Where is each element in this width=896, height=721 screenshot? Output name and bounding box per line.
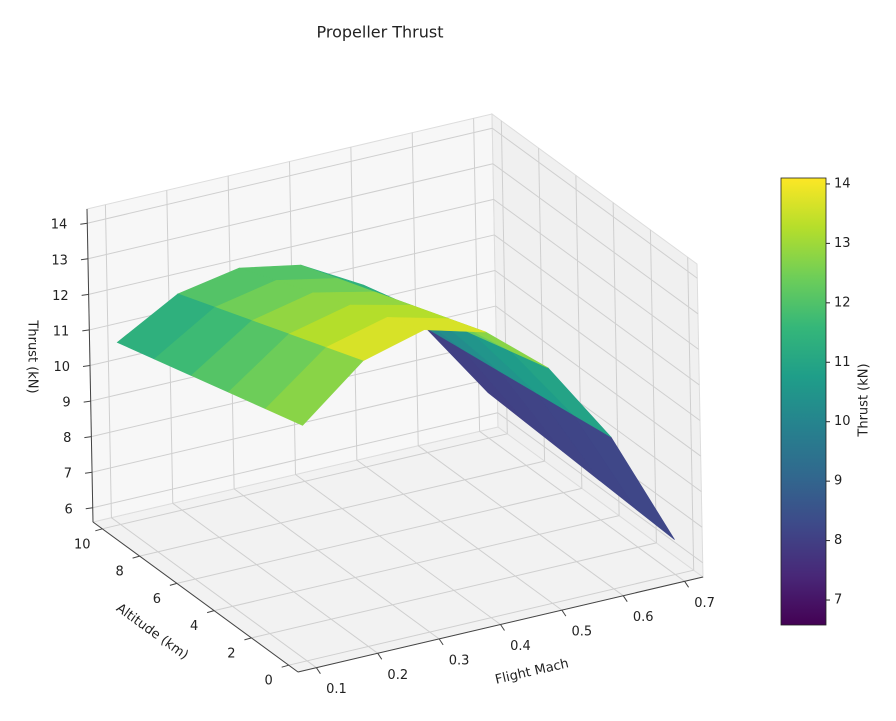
x-tick-label: 0.3	[449, 653, 470, 668]
colorbar-tick-label: 7	[834, 593, 842, 608]
y-axis-label: Altitude (km)	[113, 601, 191, 663]
z-tick-label: 11	[53, 324, 70, 339]
grid-line	[102, 433, 508, 530]
grid-line	[492, 163, 699, 315]
tick-mark	[315, 667, 321, 674]
grid-line	[176, 487, 582, 584]
tick-mark	[95, 528, 103, 532]
y-tick-label: 10	[74, 537, 91, 552]
tick-mark	[561, 609, 567, 617]
tick-mark	[169, 582, 178, 586]
grid-line	[288, 569, 694, 666]
tick-mark	[377, 653, 383, 660]
tick-mark	[281, 664, 289, 668]
colorbar-tick-label: 14	[834, 176, 851, 191]
x-axis-line	[297, 576, 704, 673]
z-axis-line	[86, 208, 94, 523]
x-tick-label: 0.4	[510, 639, 531, 654]
colorbar-tick-label: 8	[834, 533, 842, 548]
grid-line	[87, 163, 494, 260]
y-tick-label: 2	[227, 646, 235, 661]
tick-mark	[80, 222, 88, 225]
z-tick-label: 12	[52, 289, 69, 304]
grid-line	[491, 127, 698, 279]
colorbar-tick-label: 12	[834, 295, 851, 310]
z-tick-label: 13	[51, 253, 68, 268]
y-axis-line	[92, 521, 299, 673]
tick-mark	[244, 637, 252, 641]
x-tick-label: 0.2	[387, 668, 408, 683]
y-tick-label: 0	[265, 674, 273, 689]
grid-line	[479, 430, 685, 582]
grid-line	[214, 515, 620, 612]
chart-title: Propeller Thrust	[316, 23, 443, 42]
x-tick-label: 0.1	[326, 682, 347, 697]
tick-mark	[684, 581, 690, 588]
tick-mark	[622, 595, 628, 602]
tick-mark	[84, 471, 93, 474]
x-axis-label: Flight Mach	[494, 656, 570, 687]
tick-mark	[82, 365, 91, 367]
tick-mark	[85, 507, 93, 510]
grid-line	[87, 127, 493, 224]
tick-mark	[206, 610, 215, 614]
z-axis-label: Thrust (kN)	[25, 319, 40, 393]
grid-line	[91, 376, 498, 473]
grid-line	[356, 459, 563, 611]
grid-line	[494, 270, 701, 421]
grid-line	[251, 542, 657, 639]
grid-line	[497, 412, 704, 564]
grid-line	[111, 517, 317, 669]
grid-line	[495, 305, 701, 457]
colorbar	[780, 177, 827, 626]
tick-mark	[500, 624, 505, 631]
grid-line	[295, 474, 501, 625]
y-tick-label: 8	[115, 565, 123, 580]
y-tick-label: 4	[190, 619, 198, 634]
colorbar-tick-label: 13	[834, 236, 851, 251]
grid-line	[92, 412, 498, 509]
grid-line	[88, 198, 494, 295]
x-tick-label: 0.6	[633, 610, 654, 625]
colorbar-tick-label: 10	[834, 414, 851, 429]
grid-line	[493, 198, 699, 350]
grid-line	[139, 460, 545, 557]
grid-line	[494, 234, 700, 386]
surface-facet	[264, 347, 364, 426]
colorbar-label: Thrust (kN)	[857, 363, 872, 437]
tick-mark	[82, 329, 90, 332]
x-tick-label: 0.7	[694, 596, 715, 611]
z-tick-label: 10	[53, 360, 70, 375]
grid-line	[233, 488, 440, 640]
colorbar-tick-label: 9	[834, 474, 842, 489]
tick-mark	[83, 400, 91, 403]
y-tick-label: 6	[153, 592, 161, 607]
colorbar-tick-label: 11	[834, 355, 851, 370]
z-tick-label: 14	[51, 218, 68, 233]
z-tick-label: 6	[64, 502, 72, 517]
grid-line	[172, 502, 379, 654]
z-tick-label: 7	[64, 467, 72, 482]
tick-mark	[81, 293, 89, 296]
tick-mark	[80, 258, 89, 261]
z-tick-label: 9	[62, 396, 70, 411]
x-tick-label: 0.5	[572, 625, 593, 640]
tick-mark	[132, 555, 140, 559]
z-tick-label: 8	[63, 431, 71, 446]
grid-line	[417, 445, 624, 597]
tick-mark	[438, 638, 444, 646]
tick-mark	[84, 436, 92, 439]
